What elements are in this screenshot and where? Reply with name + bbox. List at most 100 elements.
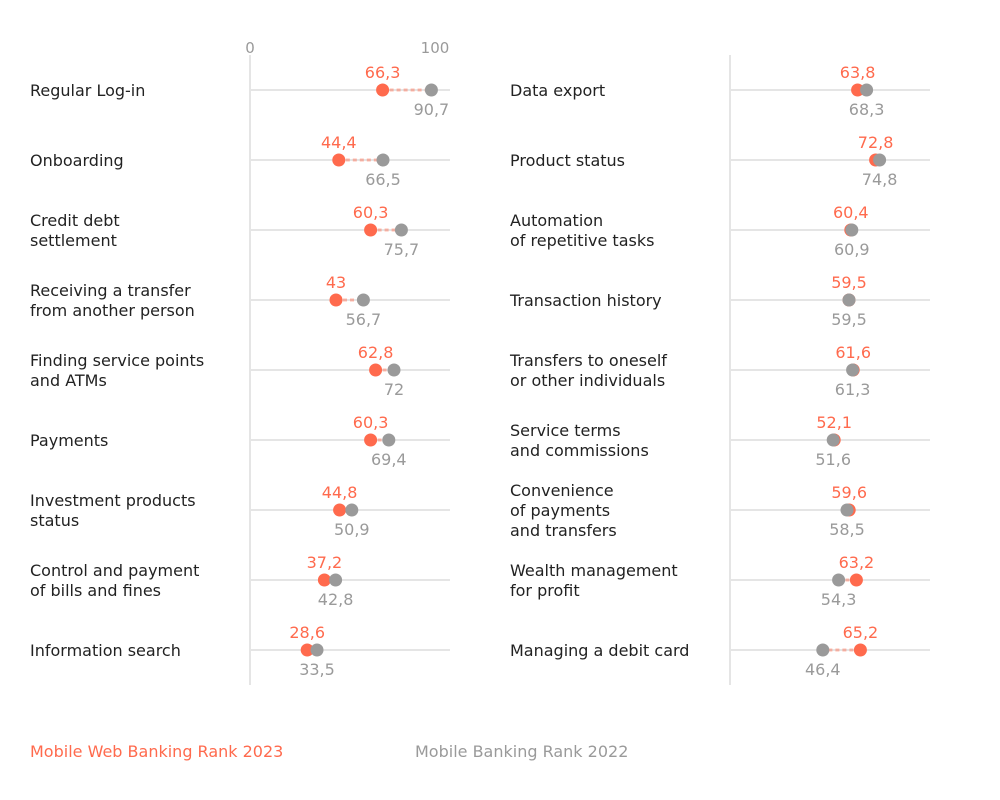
- category-label: settlement: [30, 231, 117, 250]
- data-label-2022: 50,9: [334, 520, 370, 539]
- point-2022: [387, 363, 401, 377]
- category-label: Transfers to oneself: [509, 351, 667, 370]
- category-label: Wealth management: [510, 561, 678, 580]
- data-label-2023: 44,4: [321, 133, 357, 152]
- chart-row: Payments 60,3 69,4: [30, 413, 450, 469]
- category-label: Credit debt: [30, 211, 120, 230]
- data-label-2023: 37,2: [307, 553, 343, 572]
- x-tick-label: 100: [421, 39, 450, 57]
- category-label: Onboarding: [30, 151, 124, 170]
- data-label-2023: 60,3: [353, 413, 389, 432]
- point-2023: [317, 573, 331, 587]
- category-label: status: [30, 511, 79, 530]
- chart-row: Transaction history 59,5 59,5: [509, 273, 930, 329]
- category-label: and ATMs: [30, 371, 107, 390]
- category-label: and commissions: [510, 441, 649, 460]
- category-label: of payments: [510, 501, 610, 520]
- point-2023: [369, 363, 383, 377]
- point-2022: [860, 83, 874, 97]
- legend-item-2022: Mobile Banking Rank 2022: [415, 742, 629, 761]
- point-2023: [364, 433, 378, 447]
- category-label: Receiving a transfer: [30, 281, 191, 300]
- point-2023: [851, 83, 865, 97]
- chart-row: Product status 72,8 74,8: [510, 133, 930, 189]
- chart-row: Data export 63,8 68,3: [510, 63, 930, 119]
- chart-row: Onboarding 44,4 66,5: [30, 133, 450, 189]
- category-label: for profit: [510, 581, 580, 600]
- data-label-2022: 69,4: [371, 450, 407, 469]
- point-2023: [853, 643, 867, 657]
- data-label-2022: 54,3: [821, 590, 857, 609]
- category-label: Payments: [30, 431, 108, 450]
- data-label-2022: 42,8: [318, 590, 354, 609]
- point-2022: [845, 223, 859, 237]
- point-2023: [364, 223, 378, 237]
- data-label-2022: 33,5: [299, 660, 335, 679]
- data-label-2022: 68,3: [849, 100, 885, 119]
- point-2022: [816, 643, 830, 657]
- data-label-2022: 46,4: [805, 660, 841, 679]
- data-label-2022: 58,5: [829, 520, 865, 539]
- category-label: Transaction history: [509, 291, 662, 310]
- data-label-2023: 44,8: [322, 483, 358, 502]
- chart-row: Information search 28,6 33,5: [30, 623, 450, 679]
- point-2022: [382, 433, 396, 447]
- data-label-2022: 74,8: [862, 170, 898, 189]
- data-label-2022: 60,9: [834, 240, 870, 259]
- category-label: from another person: [30, 301, 195, 320]
- point-2022: [840, 503, 854, 517]
- category-label: Regular Log-in: [30, 81, 145, 100]
- data-label-2023: 61,6: [835, 343, 871, 362]
- category-label: Convenience: [510, 481, 614, 500]
- x-tick-label: 0: [245, 39, 255, 57]
- category-label: and transfers: [510, 521, 617, 540]
- point-2022: [356, 293, 370, 307]
- point-2023: [849, 573, 863, 587]
- point-2023: [332, 153, 346, 167]
- category-label: Data export: [510, 81, 605, 100]
- data-label-2022: 56,7: [346, 310, 382, 329]
- point-2022: [394, 223, 408, 237]
- category-label: of bills and fines: [30, 581, 161, 600]
- point-2022: [826, 433, 840, 447]
- category-label: Product status: [510, 151, 625, 170]
- panel-left: Regular Log-in 66,3 90,7 Onboarding 44,4 66,5…: [30, 63, 450, 679]
- category-label: Service terms: [510, 421, 621, 440]
- category-label: Finding service points: [30, 351, 204, 370]
- data-label-2023: 65,2: [843, 623, 879, 642]
- category-label: Investment products: [30, 491, 196, 510]
- category-label: Automation: [510, 211, 603, 230]
- data-label-2022: 72: [384, 380, 404, 399]
- point-2022: [846, 363, 860, 377]
- point-2022: [842, 293, 856, 307]
- data-label-2022: 61,3: [835, 380, 871, 399]
- data-label-2023: 60,4: [833, 203, 869, 222]
- point-2023: [376, 83, 390, 97]
- data-label-2023: 59,5: [831, 273, 867, 292]
- point-2023: [329, 293, 343, 307]
- data-label-2022: 51,6: [815, 450, 851, 469]
- point-2022: [424, 83, 438, 97]
- point-2022: [329, 573, 343, 587]
- data-label-2023: 63,8: [840, 63, 876, 82]
- point-2022: [873, 153, 887, 167]
- category-label: Information search: [30, 641, 181, 660]
- category-label: of repetitive tasks: [510, 231, 654, 250]
- chart-rows: Regular Log-in 66,3 90,7 Onboarding 44,4 66,5…: [30, 63, 930, 679]
- point-2022: [345, 503, 359, 517]
- data-label-2023: 72,8: [858, 133, 894, 152]
- data-label-2022: 75,7: [384, 240, 420, 259]
- point-2023: [300, 643, 314, 657]
- category-label: Managing a debit card: [510, 641, 689, 660]
- data-label-2023: 28,6: [289, 623, 325, 642]
- panel-right: Data export 63,8 68,3 Product status 72,8 74,…: [509, 63, 930, 679]
